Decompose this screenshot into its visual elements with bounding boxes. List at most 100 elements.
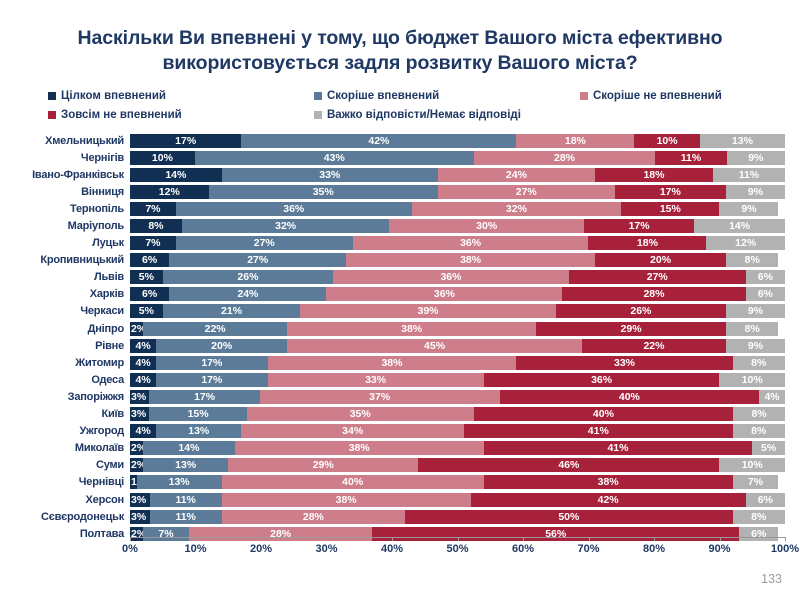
bar-segment: 4% <box>759 389 785 404</box>
bar-segment-value: 11% <box>175 493 196 506</box>
chart-bar-rows: Хмельницький 17% 42% 18% 10% 13% Чернігів 10% 43… <box>0 132 800 542</box>
stacked-bar: 6% 24% 36% 28% 6% <box>130 287 785 302</box>
bar-segment: 12% <box>706 236 785 251</box>
bar-segment-value: 29% <box>620 322 642 335</box>
chart-legend: Цілком впевнений Скоріше впевнений Скоріше… <box>48 86 768 124</box>
bar-segment-value: 7% <box>747 476 764 489</box>
bar-segment: 38% <box>287 321 537 336</box>
bar-segment: 33% <box>267 372 484 387</box>
bar-segment: 38% <box>483 475 733 490</box>
bar-segment: 8% <box>732 424 785 439</box>
bar-segment: 35% <box>246 407 474 422</box>
bar-segment-value: 2% <box>131 459 143 472</box>
x-axis-tick-mark <box>261 537 262 541</box>
bar-segment: 11% <box>149 509 222 524</box>
bar-segment-value: 4% <box>135 339 151 352</box>
category-label: Чернігів <box>80 151 124 164</box>
bar-segment-value: 17% <box>628 220 650 233</box>
legend-item-5: Важко відповісти/Немає відповіді <box>314 105 580 124</box>
bar-segment: 17% <box>149 389 260 404</box>
category-label: Дніпро <box>87 322 125 335</box>
bar-segment: 13% <box>156 424 242 439</box>
stacked-bar: 4% 17% 33% 36% 10% <box>130 372 785 387</box>
bar-segment-value: 5% <box>138 305 154 318</box>
bar-segment-value: 38% <box>381 356 403 369</box>
bar-segment: 32% <box>411 201 622 216</box>
category-label: Запоріжжя <box>67 390 125 403</box>
bar-segment-value: 38% <box>401 322 423 335</box>
chart-bar-row: Дніпро 2% 22% 38% 29% 8% <box>0 320 800 337</box>
bar-segment: 38% <box>346 253 596 268</box>
bar-segment-value: 6% <box>757 271 773 284</box>
chart-bar-row: Київ 3% 15% 35% 40% 8% <box>0 406 800 423</box>
bar-segment: 7% <box>130 236 176 251</box>
chart-x-axis: 0% 10% 20% 30% 40% 50% 60% 70% 80% 90% 100% <box>122 537 799 567</box>
bar-segment-value: 11% <box>680 151 702 164</box>
x-axis-tick-label: 80% <box>642 543 666 555</box>
category-label: Маріуполь <box>67 220 125 233</box>
stacked-bar: 10% 43% 28% 11% 9% <box>130 150 785 165</box>
category-label: Херсон <box>85 493 125 506</box>
category-label: Харків <box>89 288 125 301</box>
stacked-bar: 6% 27% 38% 20% 8% <box>130 253 785 268</box>
chart-bar-row: Львів 5% 26% 36% 27% 6% <box>0 269 800 286</box>
chart-bar-row: Ужгород 4% 13% 34% 41% 8% <box>0 423 800 440</box>
bar-segment-value: 9% <box>747 339 764 352</box>
bar-segment-value: 36% <box>591 373 613 386</box>
bar-segment-value: 13% <box>175 459 197 472</box>
bar-segment-value: 38% <box>460 254 482 267</box>
bar-segment: 12% <box>130 184 209 199</box>
bar-segment: 5% <box>130 270 163 285</box>
bar-segment-value: 33% <box>613 356 635 369</box>
bar-segment-value: 11% <box>738 168 760 181</box>
bar-segment-value: 8% <box>744 322 760 335</box>
bar-segment-value: 20% <box>650 254 672 267</box>
bar-segment-value: 42% <box>368 134 390 147</box>
chart-bar-row: Одеса 4% 17% 33% 36% 10% <box>0 371 800 388</box>
bar-segment-value: 38% <box>597 476 619 489</box>
bar-segment: 41% <box>464 424 733 439</box>
bar-segment-value: 22% <box>204 322 226 335</box>
bar-segment: 35% <box>208 184 438 199</box>
bar-segment-value: 8% <box>751 510 767 523</box>
legend-item-4: Зовсім не впевнений <box>48 105 314 124</box>
bar-segment-value: 2% <box>131 322 143 335</box>
bar-segment: 13% <box>699 133 785 148</box>
bar-segment-value: 50% <box>558 510 580 523</box>
x-axis-tick-label: 60% <box>511 543 535 555</box>
bar-segment-value: 40% <box>342 476 364 489</box>
bar-segment: 28% <box>473 150 656 165</box>
bar-segment-value: 28% <box>554 151 576 164</box>
bar-segment: 9% <box>726 150 785 165</box>
bar-segment: 1% <box>130 475 137 490</box>
bar-segment-value: 38% <box>348 442 370 455</box>
category-label: Кропивницький <box>40 254 124 267</box>
category-label: Миколаїв <box>74 442 124 455</box>
bar-segment: 27% <box>169 253 347 268</box>
bar-segment: 5% <box>130 304 163 319</box>
category-label: Ужгород <box>79 425 124 438</box>
bar-segment-value: 33% <box>365 373 387 386</box>
bar-segment: 22% <box>143 321 288 336</box>
bar-segment: 8% <box>733 407 785 422</box>
x-axis-tick-mark <box>195 537 197 541</box>
bar-segment-value: 36% <box>433 288 455 301</box>
bar-segment-value: 13% <box>731 134 753 147</box>
bar-segment-value: 14% <box>165 168 187 181</box>
x-axis-tick-label: 40% <box>380 543 404 555</box>
bar-segment: 20% <box>595 253 727 268</box>
stacked-bar: 4% 17% 38% 33% 8% <box>130 355 785 370</box>
bar-segment: 50% <box>405 509 733 524</box>
bar-segment: 13% <box>136 475 222 490</box>
stacked-bar: 4% 13% 34% 41% 8% <box>130 424 785 439</box>
bar-segment: 22% <box>581 338 727 353</box>
bar-segment-value: 8% <box>751 408 767 421</box>
bar-segment-value: 10% <box>151 151 173 164</box>
bar-segment: 7% <box>732 475 779 490</box>
bar-segment-value: 17% <box>201 356 223 369</box>
bar-segment: 27% <box>175 236 353 251</box>
bar-segment: 37% <box>259 389 500 404</box>
bar-segment: 8% <box>732 509 785 524</box>
stacked-bar: 3% 11% 38% 42% 6% <box>130 492 785 507</box>
bar-segment: 5% <box>752 441 785 456</box>
